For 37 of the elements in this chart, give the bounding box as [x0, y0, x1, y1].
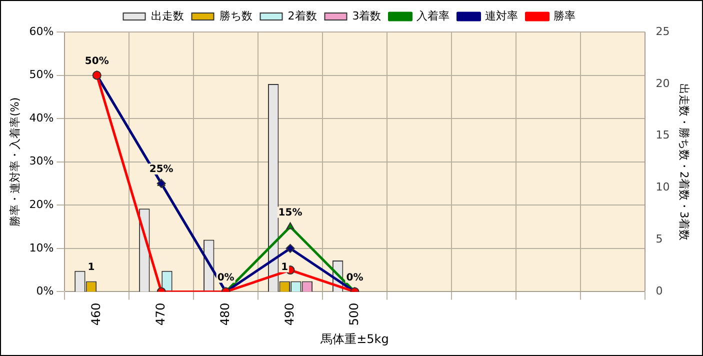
legend-label: 勝率	[554, 9, 576, 22]
legend-label: 2着数	[288, 9, 317, 22]
data-label: 0%	[217, 272, 234, 284]
y2-axis-title: 出走数・勝ち数・2着数・3着数	[678, 83, 691, 240]
x-tick-label: 500	[346, 302, 361, 326]
y-tick-label: 10%	[29, 241, 54, 254]
x-tick-label: 470	[153, 302, 168, 326]
y-tick-label: 50%	[29, 68, 54, 82]
x-axis-title: 馬体重±5kg	[320, 332, 389, 346]
legend-label: 出走数	[150, 9, 184, 22]
y-axis-title: 勝率・連対率・入着率(%)	[8, 97, 22, 226]
y2-tick-label: 15	[656, 128, 670, 142]
data-label: 15%	[278, 207, 302, 218]
data-label: 1	[281, 262, 288, 273]
y-tick-label: 20%	[29, 198, 54, 211]
x-tick-label: 460	[89, 302, 104, 326]
point	[286, 222, 294, 230]
data-label: 25%	[149, 164, 174, 176]
x-tick-label: 480	[218, 302, 232, 326]
y2-tick-label: 0	[656, 284, 663, 298]
y-tick-label: 0%	[36, 284, 54, 298]
x-tick-label: 490	[282, 302, 296, 326]
legend-label: 3着数	[352, 9, 382, 22]
y-tick-label: 40%	[29, 111, 54, 124]
y2-tick-label: 20	[656, 76, 670, 90]
y-tick-label: 60%	[29, 24, 54, 38]
legend-label: 連対率	[485, 9, 518, 22]
data-label: 0%	[346, 272, 364, 284]
y2-tick-label: 25	[656, 24, 670, 38]
y2-tick-label: 5	[656, 232, 663, 246]
y2-tick-label: 10	[656, 180, 670, 194]
legend-label: 勝ち数	[219, 9, 252, 22]
data-label: 1	[88, 262, 95, 273]
point	[286, 244, 295, 253]
data-label: 50%	[84, 56, 109, 67]
y-tick-label: 30%	[29, 154, 54, 168]
legend-label: 入着率	[416, 9, 450, 22]
